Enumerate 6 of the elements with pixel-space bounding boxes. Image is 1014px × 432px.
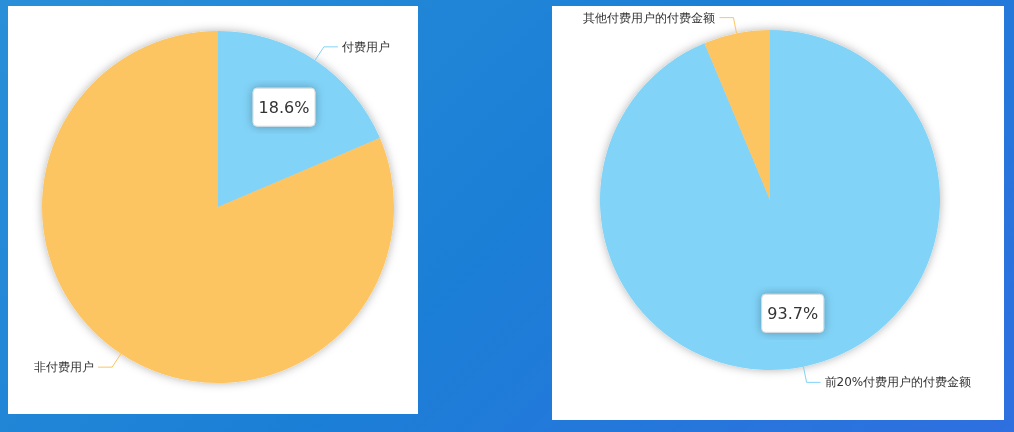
slice-label: 前20%付费用户的付费金额 [824,375,972,390]
slice-label: 付费用户 [340,39,390,54]
data-label: 93.7% [767,304,819,324]
data-label: 18.6% [258,98,310,118]
slice-label: 非付费用户 [34,360,95,375]
slice-label: 其他付费用户的付费金额 [583,10,716,25]
